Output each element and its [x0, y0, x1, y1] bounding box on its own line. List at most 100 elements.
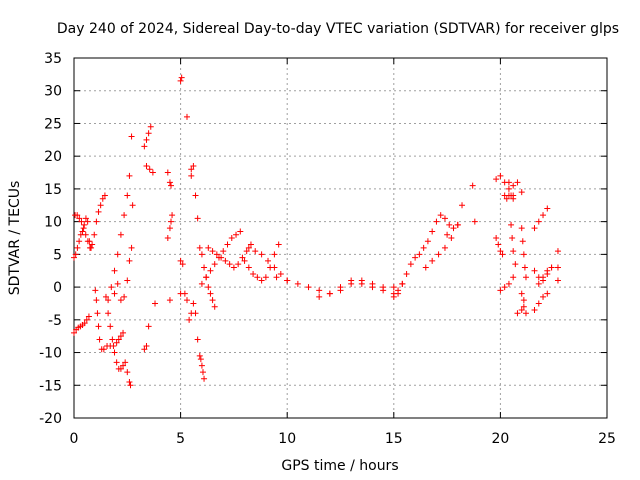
data-point — [166, 297, 173, 304]
data-point — [247, 241, 254, 248]
data-point — [76, 215, 83, 222]
y-tick-label: -15 — [39, 378, 62, 394]
data-point — [100, 346, 107, 353]
data-point — [407, 261, 414, 268]
data-point — [82, 231, 89, 238]
series-arc-at — [554, 248, 561, 271]
data-point — [228, 235, 235, 241]
data-point — [444, 231, 451, 238]
data-point — [508, 192, 515, 199]
data-point — [101, 192, 108, 199]
data-point — [437, 212, 444, 219]
data-point — [141, 143, 148, 150]
data-point — [201, 264, 208, 271]
data-point — [226, 261, 233, 268]
data-point — [183, 113, 190, 120]
data-point — [220, 248, 227, 255]
data-point — [120, 329, 127, 336]
data-point — [81, 221, 88, 228]
data-point — [192, 192, 199, 199]
plot-frame — [73, 57, 608, 419]
data-point — [110, 343, 117, 349]
data-point — [245, 264, 252, 271]
series-arc-am — [514, 303, 527, 317]
series-arc-n — [166, 290, 184, 304]
data-point — [326, 290, 333, 297]
series-arc-ad — [444, 221, 461, 238]
data-point — [188, 166, 195, 173]
data-point — [141, 346, 148, 353]
data-point — [76, 238, 83, 245]
series-arc-al — [508, 221, 519, 268]
data-point — [117, 231, 124, 238]
data-point — [126, 379, 133, 385]
data-point — [164, 169, 171, 176]
data-point — [196, 244, 203, 251]
data-point — [239, 254, 246, 261]
data-point — [203, 274, 210, 281]
series-arc-f — [105, 172, 133, 304]
data-point — [111, 349, 118, 356]
data-point — [424, 238, 431, 245]
chart-title: Day 240 of 2024, Sidereal Day-to-day VTE… — [57, 21, 619, 37]
data-point — [544, 267, 551, 274]
data-point — [209, 248, 216, 255]
data-point — [84, 238, 91, 245]
series-arc-ap — [531, 290, 551, 313]
data-point — [277, 271, 284, 277]
data-point — [540, 274, 547, 281]
data-point — [429, 257, 436, 264]
data-point — [233, 231, 240, 238]
data-point — [93, 297, 100, 304]
data-point — [505, 280, 512, 287]
data-point — [544, 205, 551, 212]
data-point — [510, 248, 517, 255]
data-point — [520, 251, 527, 258]
data-point — [531, 267, 538, 274]
series-arc-g — [111, 244, 135, 304]
series-arc-aq — [531, 205, 551, 232]
data-point — [390, 284, 397, 291]
data-point — [143, 163, 150, 169]
data-point — [83, 316, 90, 323]
data-point — [316, 293, 323, 300]
y-tick-label: -10 — [39, 346, 62, 362]
data-point — [166, 225, 173, 232]
data-point — [183, 297, 190, 304]
data-point — [149, 169, 156, 176]
data-point — [510, 195, 517, 202]
data-point — [198, 251, 205, 258]
data-point — [196, 352, 203, 359]
data-point — [105, 310, 112, 317]
data-point — [197, 356, 204, 363]
data-point — [145, 130, 152, 137]
series-arc-ai — [518, 189, 525, 196]
data-point — [105, 297, 112, 304]
y-tick-label: 5 — [53, 247, 62, 263]
data-point — [124, 192, 131, 199]
data-point — [194, 215, 201, 222]
data-point — [84, 218, 91, 225]
data-points — [71, 74, 561, 389]
data-point — [96, 336, 103, 343]
data-point — [521, 264, 528, 271]
data-point — [117, 297, 124, 304]
series-arc-an — [518, 225, 529, 281]
data-point — [459, 202, 466, 209]
series-arc-ab — [390, 280, 406, 297]
data-point — [501, 284, 508, 291]
data-point — [540, 293, 547, 300]
series-arc-r — [186, 300, 201, 343]
series-arc-d — [92, 287, 127, 353]
data-point — [237, 228, 244, 235]
data-point — [109, 336, 116, 343]
y-tick-label: 20 — [44, 149, 62, 165]
data-point — [497, 287, 504, 294]
data-point — [348, 277, 355, 284]
data-point — [508, 221, 515, 228]
series-arc-ag — [505, 179, 521, 189]
data-point — [128, 133, 135, 140]
data-point — [91, 231, 98, 238]
data-point — [102, 293, 109, 300]
data-point — [192, 310, 199, 317]
